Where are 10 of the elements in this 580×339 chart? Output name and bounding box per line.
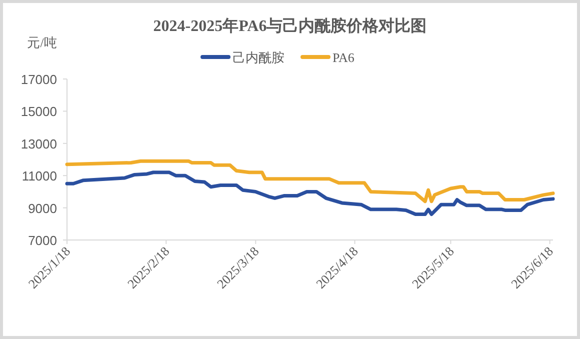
legend-label: 己内酰胺 xyxy=(232,50,284,65)
legend-label: PA6 xyxy=(332,50,355,65)
y-tick-label: 17000 xyxy=(20,72,57,87)
chart-title: 2024-2025年PA6与己内酰胺价格对比图 xyxy=(153,17,427,35)
y-tick-label: 7000 xyxy=(28,233,57,248)
y-tick-label: 13000 xyxy=(20,136,57,152)
y-tick-label: 9000 xyxy=(28,200,57,216)
y-tick-label: 15000 xyxy=(20,104,57,120)
y-tick-label: 11000 xyxy=(22,168,57,184)
y-axis-title: 元/吨 xyxy=(27,35,57,50)
